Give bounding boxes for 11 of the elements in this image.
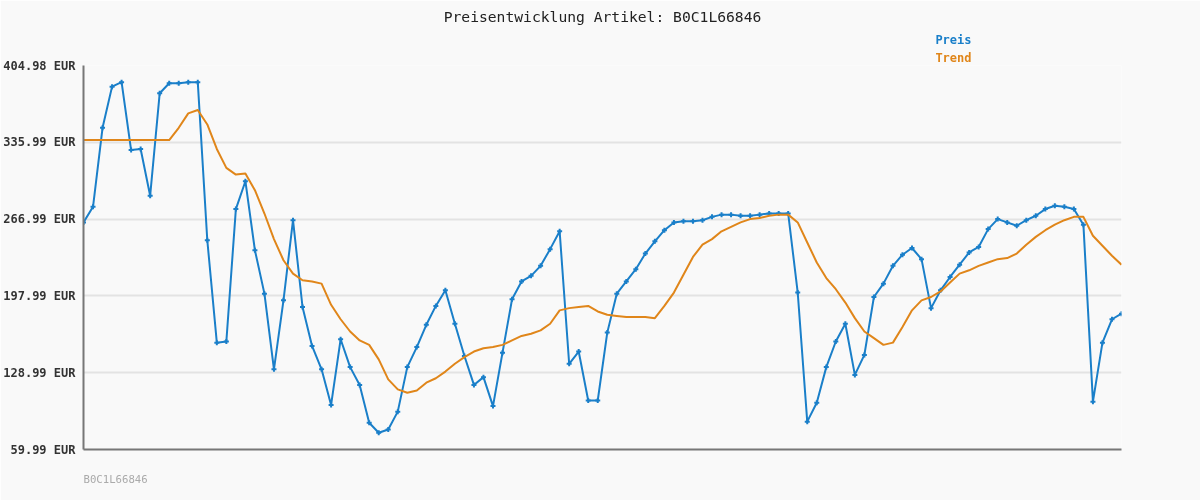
text: Preis [935,32,972,47]
line-series [83,109,1122,394]
y-tick-label: 59.99 EUR [10,442,77,457]
text: Trend [935,50,972,65]
y-tick-label: 128.99 EUR [3,365,77,380]
y-tick-label: 197.99 EUR [3,288,77,303]
chart-title: Preisentwicklung Artikel: B0C1L66846 [443,7,762,25]
y-tick-label: 335.99 EUR [3,135,77,150]
y-tick-label: 404.98 EUR [3,58,77,73]
y-tick-label: 266.99 EUR [3,212,77,227]
text: B0C1L66846 [83,472,148,486]
